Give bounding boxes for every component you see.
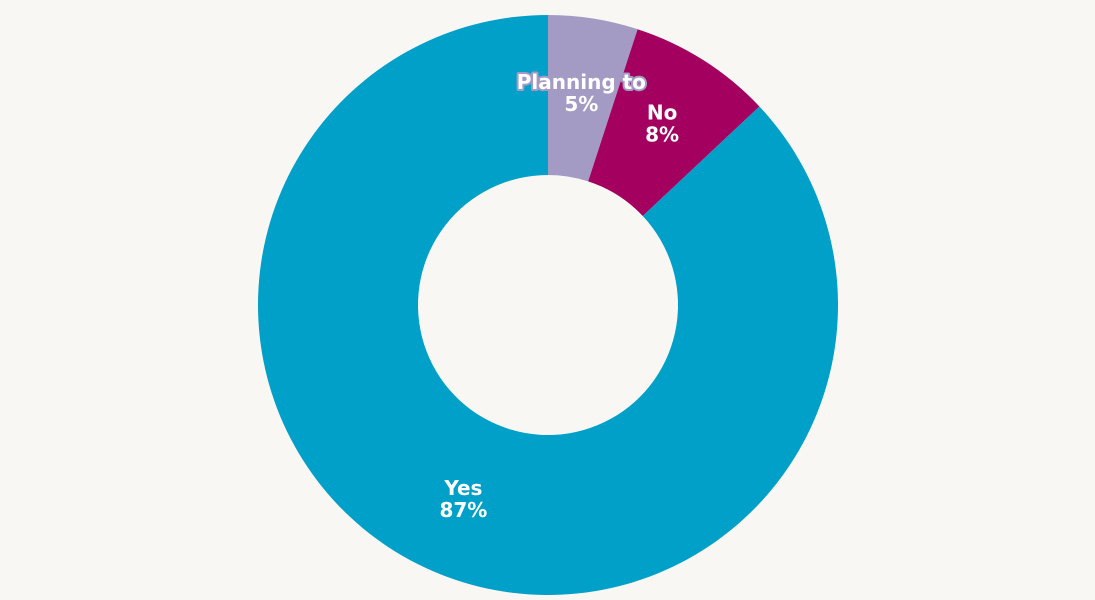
slice-label: Planning to	[517, 70, 646, 94]
donut-slice	[548, 15, 638, 182]
donut-slice	[588, 29, 760, 217]
slice-label: No	[647, 101, 677, 125]
slice-value-label: 5%	[564, 92, 598, 116]
slice-value-label: 87%	[439, 498, 487, 522]
slice-value-label: 8%	[645, 123, 679, 147]
donut-slice	[257, 15, 838, 596]
slice-label: Yes	[443, 476, 482, 500]
